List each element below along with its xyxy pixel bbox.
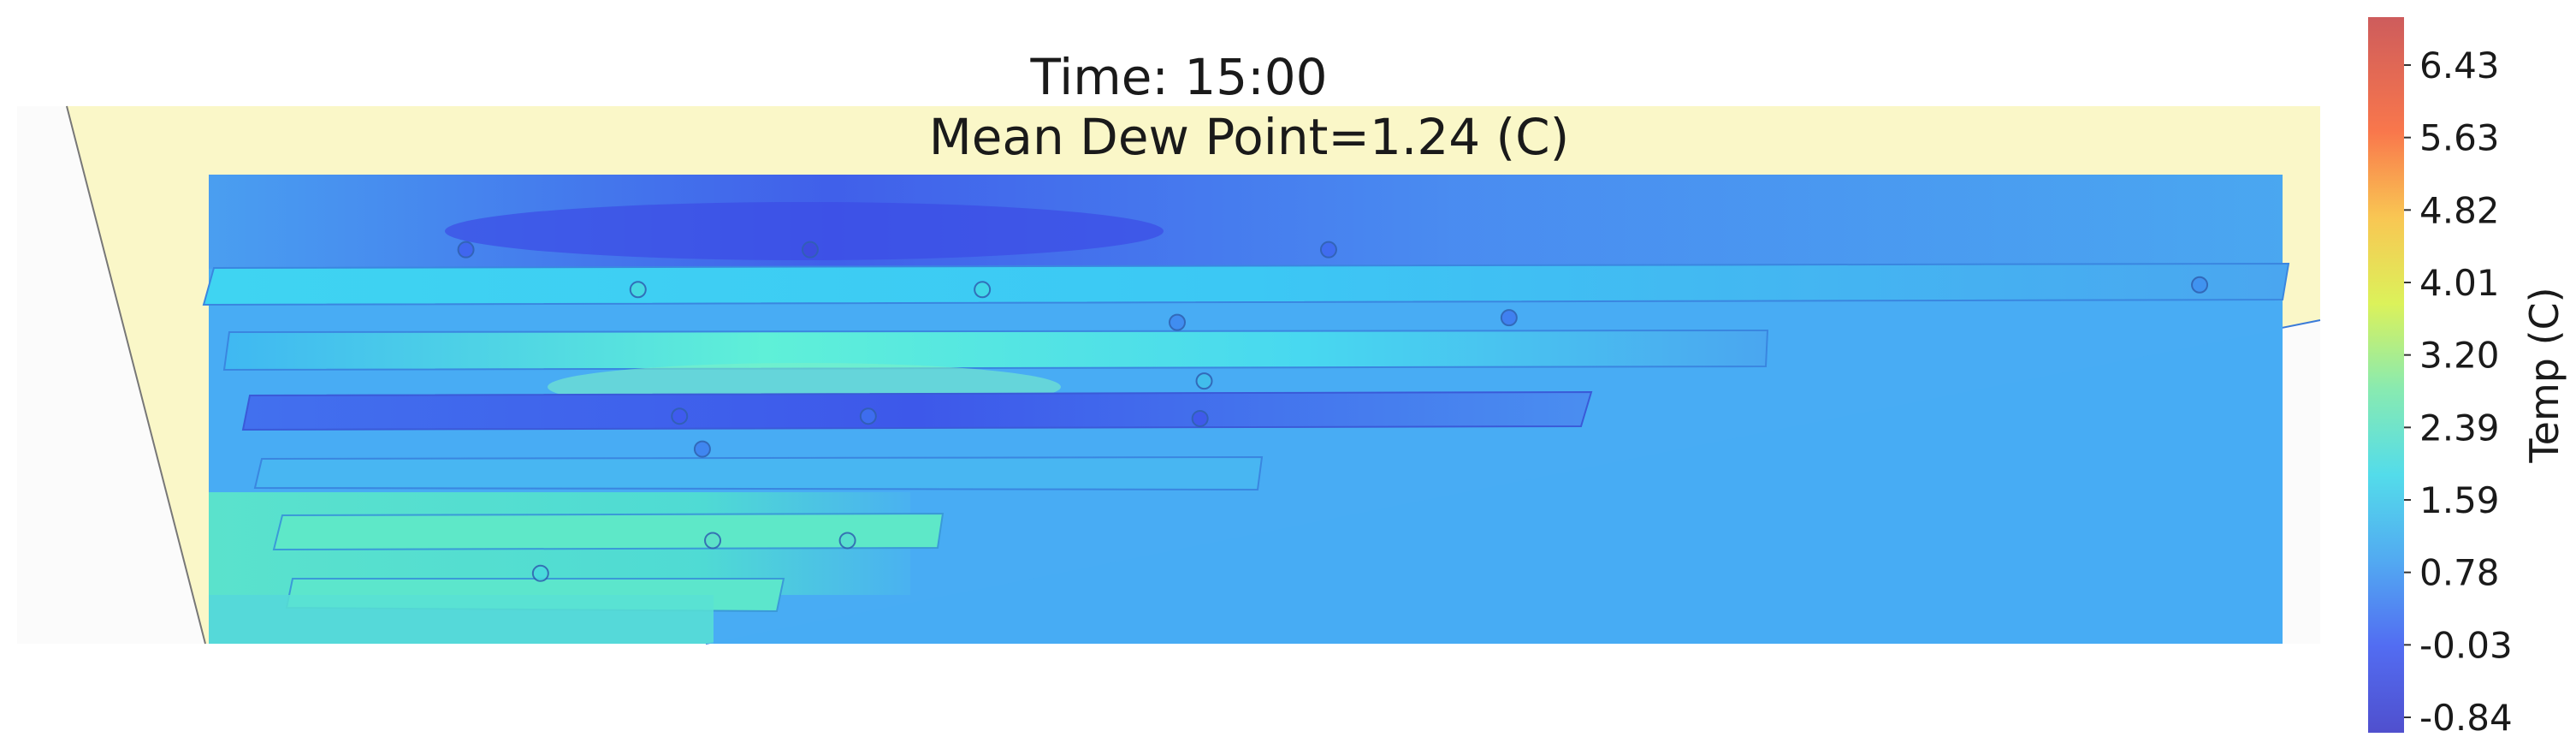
colorbar-tick-label: 4.01 bbox=[2419, 262, 2500, 304]
colorbar-tick-label: 2.39 bbox=[2419, 407, 2500, 449]
sensor-point bbox=[457, 241, 475, 259]
colorbar-tick-label: -0.84 bbox=[2419, 697, 2513, 739]
colorbar-tick-label: 6.43 bbox=[2419, 45, 2500, 86]
sensor-row-band bbox=[222, 329, 1769, 372]
sensor-row-band bbox=[272, 512, 945, 551]
sensor-point bbox=[859, 407, 877, 425]
sensor-row-band bbox=[241, 390, 1593, 431]
colorbar bbox=[2368, 17, 2404, 733]
chart-subtitle: Mean Dew Point=1.24 (C) bbox=[929, 108, 1570, 166]
sensor-point bbox=[1169, 313, 1187, 331]
colorbar-tick-label: -0.03 bbox=[2419, 624, 2513, 666]
sensor-point bbox=[1191, 409, 1209, 427]
heatmap-field bbox=[202, 175, 2290, 644]
sensor-point bbox=[704, 532, 722, 550]
chart-title: Time: 15:00 bbox=[1029, 48, 1327, 106]
sensor-point bbox=[974, 281, 992, 299]
colorbar-label: Temp (C) bbox=[2521, 287, 2567, 463]
sensor-point bbox=[671, 407, 689, 425]
colorbar-ticks: 6.43 5.63 4.82 4.01 3.20 2.39 1.59 0.78 -0.03 -0.… bbox=[2404, 45, 2513, 739]
colorbar-tick-label: 3.20 bbox=[2419, 335, 2500, 377]
sensor-row-band bbox=[202, 262, 2290, 306]
warm-bottom-region bbox=[209, 595, 714, 644]
sensor-point bbox=[1500, 309, 1518, 327]
sensor-point bbox=[838, 532, 856, 550]
colorbar-tick-label: 1.59 bbox=[2419, 479, 2500, 521]
sensor-point bbox=[629, 281, 647, 299]
sensor-row-band bbox=[253, 455, 1264, 491]
cold-pocket-top bbox=[445, 202, 1164, 260]
colorbar-tick-label: 4.82 bbox=[2419, 189, 2500, 231]
sensor-point bbox=[801, 241, 819, 259]
sensor-point bbox=[531, 564, 549, 582]
sensor-point bbox=[693, 440, 711, 458]
sensor-markers bbox=[457, 241, 2209, 582]
sensor-point bbox=[1319, 241, 1337, 259]
field-lower-right bbox=[706, 329, 2283, 644]
colorbar-tick-label: 5.63 bbox=[2419, 117, 2500, 159]
colorbar-tick-label: 0.78 bbox=[2419, 552, 2500, 594]
sensor-point bbox=[1195, 372, 1213, 390]
floor-left-edge bbox=[66, 105, 206, 645]
sensor-point bbox=[2191, 276, 2209, 294]
